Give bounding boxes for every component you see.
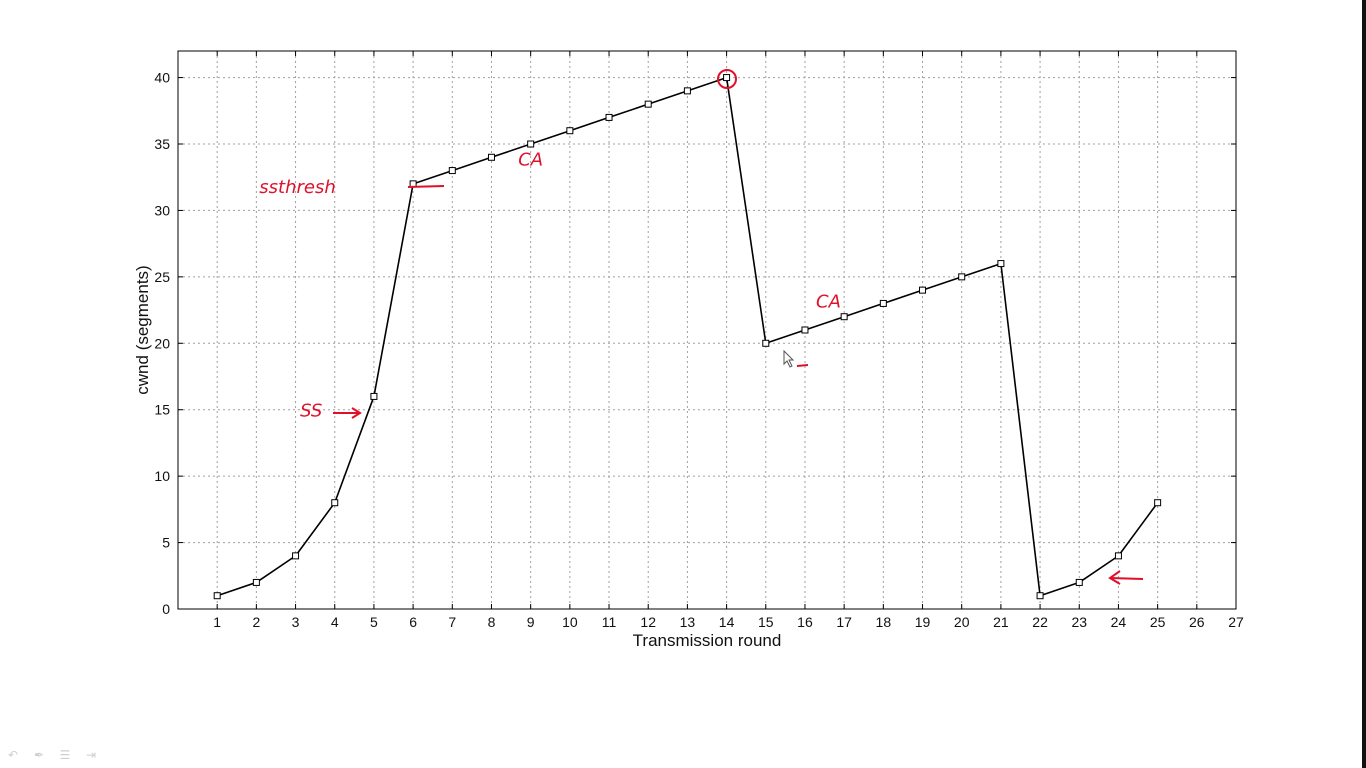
grid [178,51,1237,609]
data-point [1075,578,1083,586]
x-tick-label: 8 [488,614,496,630]
x-tick-label: 20 [954,614,970,630]
x-tick-label: 24 [1111,614,1127,630]
data-point [723,74,731,82]
x-tick-label: 16 [797,614,813,630]
x-tick-label: 3 [292,614,300,630]
series-markers [213,74,1162,600]
plot-area [177,50,1237,610]
x-tick-label: 6 [409,614,417,630]
x-axis-ticks: 1 2 3 4 5 6 7 8 9 10 11 12 13 14 15 16 17 18 19 20 21 22 23 24 2… [213,51,1244,630]
ss-arrow [333,407,362,419]
data-point [292,552,300,560]
x-tick-label: 9 [527,614,535,630]
data-point [252,578,260,586]
next-icon[interactable]: ⇥ [85,748,97,762]
handwritten-annotations: ssthresh CA SS CA [259,69,1144,585]
data-point [448,167,456,175]
pen-icon[interactable]: ✒ [33,748,45,762]
x-tick-label: 2 [252,614,260,630]
data-point [1036,592,1044,600]
y-tick-label: 0 [162,601,170,617]
peak-circle [717,69,737,89]
data-point [527,140,535,148]
y-axis-ticks: 0 5 10 15 20 25 30 35 40 [154,70,1236,617]
data-point [1114,552,1122,560]
y-axis-label: cwnd (segments) [133,265,152,394]
data-point [566,127,574,135]
restart-arrow [1108,570,1144,585]
data-point [801,326,809,334]
data-point [919,286,927,294]
data-point [487,153,495,161]
list-icon[interactable]: ☰ [59,748,71,762]
annotation-label: SS [300,400,322,421]
x-tick-label: 4 [331,614,339,630]
x-tick-label: 1 [213,614,221,630]
data-point [840,313,848,321]
data-point [1154,499,1162,507]
x-tick-label: 11 [602,614,617,630]
annotation-label: ssthresh [259,177,335,198]
x-tick-label: 23 [1071,614,1087,630]
data-point [644,100,652,108]
data-point [213,592,221,600]
data-point [958,273,966,281]
x-tick-label: 10 [562,614,578,630]
ssthresh-underline [407,185,445,188]
x-tick-label: 17 [836,614,852,630]
x-tick-label: 21 [993,614,1009,630]
data-point [605,113,613,121]
x-tick-label: 25 [1150,614,1166,630]
x-tick-label: 27 [1228,614,1244,630]
x-tick-label: 5 [370,614,378,630]
y-tick-label: 10 [154,468,170,484]
x-tick-label: 22 [1032,614,1048,630]
annotation-label: CA [518,149,543,170]
y-tick-label: 25 [154,269,170,285]
annotation-label: CA [816,291,841,312]
x-axis-label: Transmission round [633,631,782,650]
data-point [683,87,691,95]
dash-mark [796,364,809,367]
x-tick-label: 18 [876,614,892,630]
undo-icon[interactable]: ↶ [7,748,19,762]
annotation-toolbar: ↶ ✒ ☰ ⇥ [4,748,100,762]
data-point [879,299,887,307]
x-tick-label: 14 [719,614,735,630]
x-tick-label: 13 [680,614,696,630]
window-edge [1362,0,1366,768]
x-tick-label: 19 [915,614,931,630]
y-tick-label: 20 [154,335,170,351]
mouse-cursor-icon [783,349,795,368]
y-tick-label: 40 [154,70,170,86]
data-point [331,499,339,507]
y-tick-label: 5 [162,535,170,551]
y-tick-label: 35 [154,136,170,152]
x-tick-label: 26 [1189,614,1205,630]
x-tick-label: 12 [640,614,656,630]
y-tick-label: 30 [154,202,170,218]
data-point [370,392,378,400]
x-tick-label: 15 [758,614,774,630]
data-point [762,339,770,347]
data-point [997,260,1005,268]
x-tick-label: 7 [448,614,456,630]
y-tick-label: 15 [154,402,170,418]
